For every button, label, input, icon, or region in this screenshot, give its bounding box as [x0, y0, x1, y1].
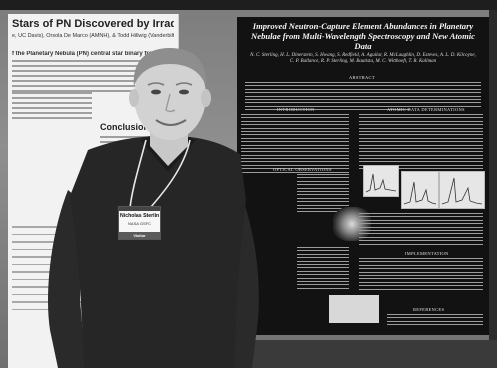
left-poster-authors: e, UC Davis), Orsola De Marco (AMNH), & … — [12, 33, 174, 39]
badge-footer: Visitor — [119, 232, 160, 239]
section-implementation: IMPLEMENTATION — [405, 251, 449, 256]
dark-poster-title: Improved Neutron-Capture Element Abundan… — [251, 21, 475, 51]
references-text — [387, 314, 483, 328]
section-abstract: ABSTRACT — [349, 75, 375, 80]
introduction-text — [241, 114, 349, 175]
name-badge: Nicholas Sterling NASA GSFC Visitor — [118, 206, 161, 240]
section-references: REFERENCES — [413, 307, 445, 312]
badge-name: Nicholas Sterling — [120, 213, 159, 219]
left-poster: Stars of PN Discovered by Irradiation Ef… — [8, 14, 179, 368]
left-poster-text-block — [12, 60, 174, 95]
badge-role: Visitor — [133, 233, 146, 238]
optical-text-2 — [297, 247, 349, 291]
left-poster-heading: f the Planetary Nebula (PN) central star… — [12, 51, 167, 57]
section-introduction: INTRODUCTION — [277, 107, 315, 112]
floor-shadow — [178, 340, 497, 368]
left-poster-chart-area — [12, 92, 92, 122]
abstract-text — [245, 82, 481, 113]
right-edge-shadow — [489, 10, 497, 368]
spectrum-figure-2 — [401, 171, 439, 209]
optical-table — [329, 295, 379, 323]
left-poster-conclusions-label: Conclusions: — [100, 122, 158, 132]
left-poster-title: Stars of PN Discovered by Irradiation Ef… — [12, 18, 174, 30]
left-poster-table — [12, 226, 82, 326]
section-atomic-data: ATOMIC DATA DETERMINATIONS — [387, 107, 465, 112]
optical-text — [297, 174, 349, 215]
atomic-data-text-2 — [359, 213, 483, 247]
section-optical: OPTICAL OBSERVATIONS — [273, 167, 332, 172]
left-poster-conclusions-text — [100, 136, 174, 191]
dark-poster: Improved Neutron-Capture Element Abundan… — [237, 17, 489, 335]
ceiling-strip — [0, 0, 497, 10]
badge-header-strip — [119, 207, 160, 211]
dark-poster-authors: N. C. Sterling, H. L. Dinerstein, S. Hwa… — [250, 53, 476, 64]
atomic-data-text — [359, 114, 483, 172]
badge-organization: NASA GSFC — [128, 221, 151, 226]
implementation-text — [359, 258, 483, 292]
spectrum-figure-3 — [439, 171, 485, 209]
spectrum-figure-1 — [363, 165, 399, 197]
